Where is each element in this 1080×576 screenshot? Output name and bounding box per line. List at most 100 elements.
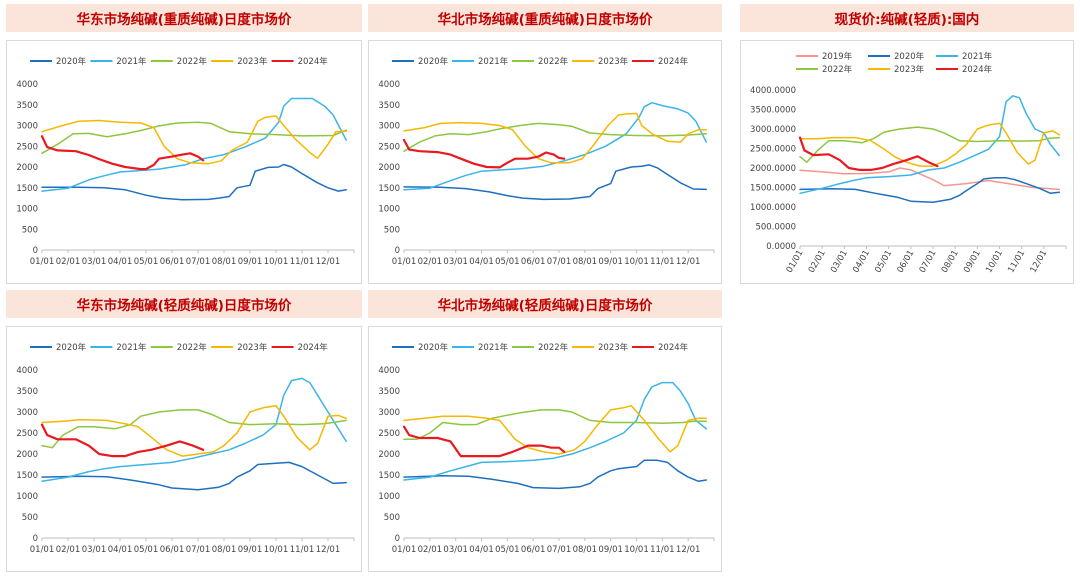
series-line bbox=[41, 163, 347, 201]
series-line bbox=[799, 167, 1061, 191]
x-tick-label: 12/01 bbox=[676, 545, 701, 555]
x-tick-label: 03/01 bbox=[443, 257, 468, 267]
x-tick-label: 05/01 bbox=[134, 545, 159, 555]
x-tick-label: 02/01 bbox=[56, 545, 81, 555]
legend-label: 2021年 bbox=[116, 56, 147, 67]
x-tick-label: 06/01 bbox=[160, 545, 185, 555]
series-line bbox=[403, 404, 708, 455]
chart-body bbox=[368, 40, 722, 284]
x-tick-label: 05/01 bbox=[495, 257, 520, 267]
x-tick-label: 10/01 bbox=[984, 249, 1005, 275]
y-tick-label: 500 bbox=[22, 513, 38, 523]
y-tick-label: 0 bbox=[33, 534, 38, 544]
y-tick-label: 500 bbox=[384, 513, 400, 523]
y-tick-label: 0 bbox=[395, 534, 400, 544]
series-line bbox=[41, 121, 347, 155]
x-tick-label: 12/01 bbox=[1029, 249, 1050, 275]
x-tick-label: 07/01 bbox=[186, 545, 211, 555]
y-tick-label: 500 bbox=[22, 225, 38, 235]
legend-label: 2023年 bbox=[598, 342, 629, 353]
y-tick-label: 1000 bbox=[16, 492, 38, 502]
x-tick-label: 01/01 bbox=[30, 545, 55, 555]
series-line bbox=[403, 112, 708, 164]
x-tick-label: 09/01 bbox=[598, 545, 623, 555]
legend-label: 2024年 bbox=[298, 342, 329, 353]
series-line bbox=[799, 122, 1061, 167]
y-tick-label: 3500 bbox=[378, 101, 400, 111]
y-tick-label: 2000 bbox=[378, 163, 400, 173]
x-tick-label: 10/01 bbox=[264, 545, 289, 555]
x-tick-label: 05/01 bbox=[873, 249, 894, 275]
series-line bbox=[798, 136, 939, 171]
y-tick-label: 3500 bbox=[16, 387, 38, 397]
line-chart: 0.0000 500.0000 1000.0000 1500.0000 2000.000… bbox=[750, 51, 1067, 275]
chart-body bbox=[6, 40, 362, 284]
y-tick-label: 4000 bbox=[16, 366, 38, 376]
legend-label: 2021年 bbox=[478, 342, 509, 353]
y-tick-label: 0.0000 bbox=[766, 242, 796, 252]
chart-panel-east-heavy: 华东市场纯碱(重质纯碱)日度市场价 0 500 1000 1500 2000 2500 30… bbox=[6, 4, 362, 284]
y-tick-label: 0 bbox=[395, 246, 400, 256]
y-tick-label: 2000 bbox=[16, 450, 38, 460]
y-tick-label: 3500.0000 bbox=[750, 106, 796, 116]
y-tick-label: 500.0000 bbox=[755, 223, 796, 233]
series-line bbox=[41, 115, 347, 165]
y-tick-label: 3500 bbox=[16, 101, 38, 111]
x-tick-label: 04/01 bbox=[108, 545, 133, 555]
x-tick-label: 12/01 bbox=[676, 257, 701, 267]
x-tick-label: 11/01 bbox=[650, 545, 675, 555]
series-line bbox=[403, 122, 708, 152]
x-tick-label: 04/01 bbox=[469, 545, 494, 555]
chart-panel-north-light: 华北市场纯碱(轻质纯碱)日度市场价 0 500 1000 1500 2000 2500 30… bbox=[368, 290, 722, 572]
y-tick-label: 2500 bbox=[378, 429, 400, 439]
chart-panel-east-light: 华东市场纯碱(轻质纯碱)日度市场价 0 500 1000 1500 2000 2500 30… bbox=[6, 290, 362, 572]
legend-label: 2022年 bbox=[538, 56, 569, 67]
series-line bbox=[403, 459, 708, 490]
x-tick-label: 02/01 bbox=[807, 249, 828, 275]
y-tick-label: 3000 bbox=[16, 122, 38, 132]
x-tick-label: 06/01 bbox=[896, 249, 917, 275]
y-tick-label: 3000 bbox=[16, 408, 38, 418]
x-tick-label: 09/01 bbox=[238, 545, 263, 555]
legend-label: 2024年 bbox=[658, 342, 689, 353]
series-line bbox=[41, 377, 347, 483]
y-tick-label: 4000 bbox=[16, 80, 38, 90]
y-tick-label: 1000.0000 bbox=[750, 203, 796, 213]
y-tick-label: 2500 bbox=[16, 429, 38, 439]
series-line bbox=[799, 177, 1061, 204]
y-tick-label: 3000 bbox=[378, 122, 400, 132]
series-line bbox=[402, 425, 566, 458]
x-tick-label: 07/01 bbox=[186, 257, 211, 267]
series-line bbox=[402, 138, 566, 169]
y-tick-label: 500 bbox=[384, 225, 400, 235]
x-tick-label: 04/01 bbox=[108, 257, 133, 267]
legend-label: 2023年 bbox=[894, 64, 925, 75]
y-tick-label: 2500.0000 bbox=[750, 145, 796, 155]
x-tick-label: 07/01 bbox=[547, 545, 572, 555]
legend-label: 2024年 bbox=[298, 56, 329, 67]
series-line bbox=[403, 381, 708, 481]
legend-label: 2021年 bbox=[116, 342, 147, 353]
x-tick-label: 09/01 bbox=[598, 257, 623, 267]
legend-label: 2021年 bbox=[478, 56, 509, 67]
x-tick-label: 10/01 bbox=[264, 257, 289, 267]
x-tick-label: 09/01 bbox=[238, 257, 263, 267]
x-tick-label: 02/01 bbox=[418, 257, 443, 267]
y-tick-label: 2000 bbox=[16, 163, 38, 173]
x-tick-label: 09/01 bbox=[962, 248, 983, 274]
x-tick-label: 11/01 bbox=[290, 545, 315, 555]
x-tick-label: 12/01 bbox=[316, 257, 341, 267]
series-line bbox=[403, 409, 708, 441]
series-line bbox=[40, 423, 205, 458]
x-tick-label: 08/01 bbox=[573, 257, 598, 267]
legend-label: 2020年 bbox=[418, 56, 449, 67]
chart-title: 华东市场纯碱(重质纯碱)日度市场价 bbox=[6, 4, 362, 32]
x-tick-label: 11/01 bbox=[290, 257, 315, 267]
legend-label: 2019年 bbox=[822, 51, 853, 62]
chart-title: 华东市场纯碱(轻质纯碱)日度市场价 bbox=[6, 290, 362, 318]
series-line bbox=[41, 97, 347, 192]
y-tick-label: 4000 bbox=[378, 80, 400, 90]
legend-label: 2023年 bbox=[598, 56, 629, 67]
chart-title: 现货价:纯碱(轻质):国内 bbox=[740, 4, 1074, 32]
legend-label: 2020年 bbox=[894, 51, 925, 62]
